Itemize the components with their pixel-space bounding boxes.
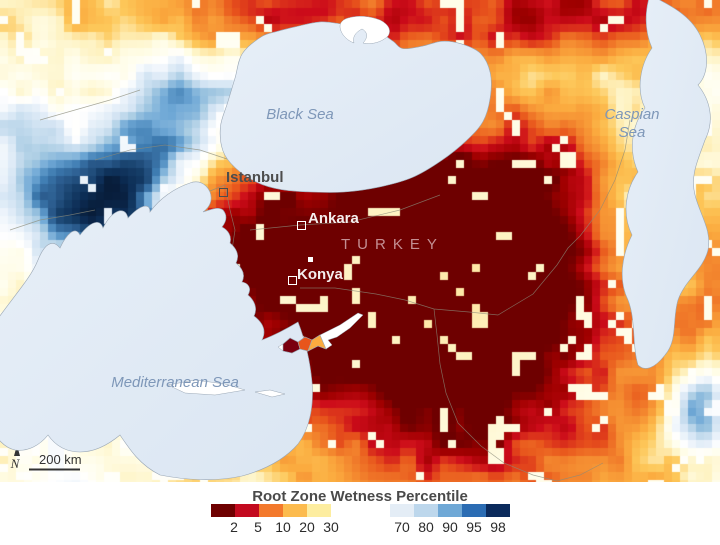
svg-text:N: N <box>10 456 21 471</box>
svg-text:200 km: 200 km <box>39 452 82 467</box>
